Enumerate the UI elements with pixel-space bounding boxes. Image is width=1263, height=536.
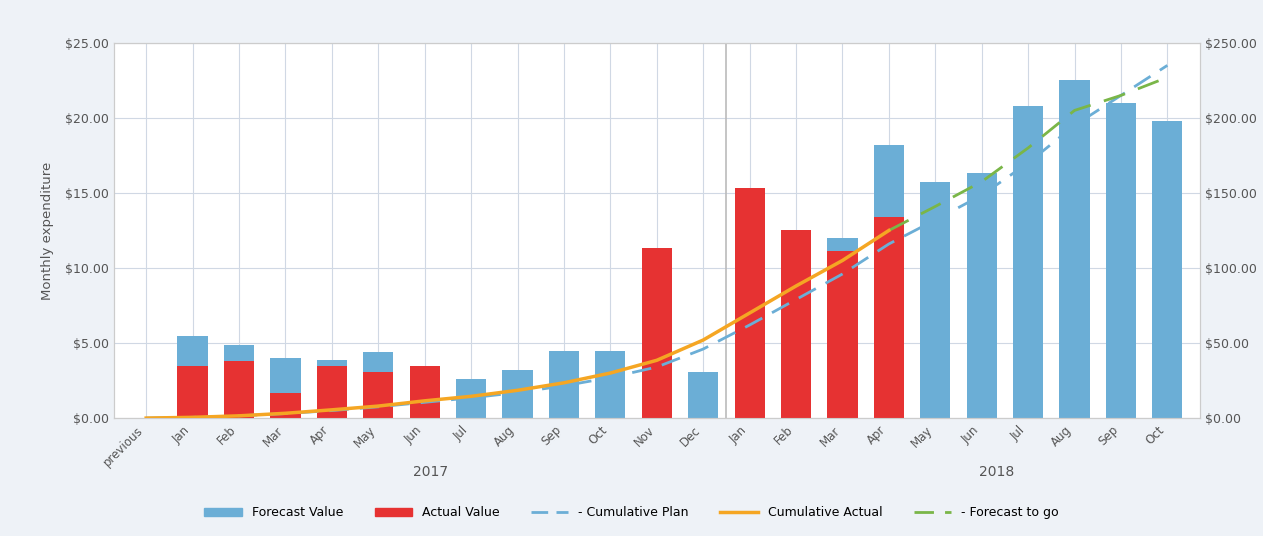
- Bar: [874, 145, 904, 418]
- Bar: [1013, 106, 1043, 418]
- Text: 2017: 2017: [413, 465, 447, 479]
- Bar: [364, 371, 393, 418]
- Bar: [827, 238, 858, 418]
- Bar: [874, 217, 904, 418]
- Bar: [409, 377, 440, 418]
- Bar: [178, 366, 207, 418]
- Bar: [317, 360, 347, 418]
- Text: 2018: 2018: [979, 465, 1014, 479]
- Bar: [224, 361, 254, 418]
- Bar: [224, 345, 254, 418]
- Bar: [503, 370, 533, 418]
- Bar: [642, 371, 672, 418]
- Bar: [409, 366, 440, 418]
- Bar: [270, 358, 301, 418]
- Legend: Forecast Value, Actual Value, - Cumulative Plan, Cumulative Actual, - Forecast t: Forecast Value, Actual Value, - Cumulati…: [200, 501, 1063, 524]
- Bar: [456, 379, 486, 418]
- Bar: [735, 189, 764, 418]
- Bar: [921, 182, 950, 418]
- Bar: [364, 352, 393, 418]
- Bar: [317, 366, 347, 418]
- Bar: [827, 251, 858, 418]
- Bar: [735, 311, 764, 418]
- Bar: [966, 174, 997, 418]
- Bar: [781, 238, 811, 418]
- Bar: [642, 249, 672, 418]
- Y-axis label: Monthly expenditure: Monthly expenditure: [40, 161, 54, 300]
- Bar: [270, 392, 301, 418]
- Bar: [688, 371, 719, 418]
- Bar: [549, 351, 578, 418]
- Bar: [595, 351, 625, 418]
- Bar: [1106, 103, 1135, 418]
- Bar: [178, 336, 207, 418]
- Bar: [1152, 121, 1182, 418]
- Bar: [781, 230, 811, 418]
- Bar: [1060, 80, 1090, 418]
